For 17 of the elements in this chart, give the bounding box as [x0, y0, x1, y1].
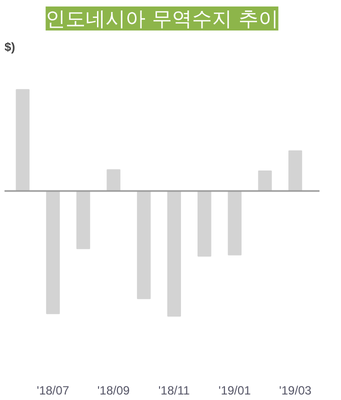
x-tick-label: '18/07: [36, 384, 70, 398]
bar: [228, 190, 242, 256]
bar: [258, 170, 272, 192]
x-tick-label: '19/03: [279, 384, 312, 398]
bar: [16, 89, 30, 192]
bar: [198, 190, 212, 257]
bar: [288, 150, 302, 192]
chart-title: 인도네시아 무역수지 추이: [46, 6, 278, 30]
bar: [136, 190, 151, 300]
x-tick-label: '18/11: [158, 384, 190, 398]
x-tick-label: '18/09: [97, 384, 130, 398]
text: $): [4, 40, 16, 54]
x-tick-label: '19/01: [218, 384, 252, 398]
bar: [106, 169, 120, 192]
bar: [76, 190, 90, 250]
bar: [46, 190, 60, 314]
bar: [167, 190, 181, 317]
